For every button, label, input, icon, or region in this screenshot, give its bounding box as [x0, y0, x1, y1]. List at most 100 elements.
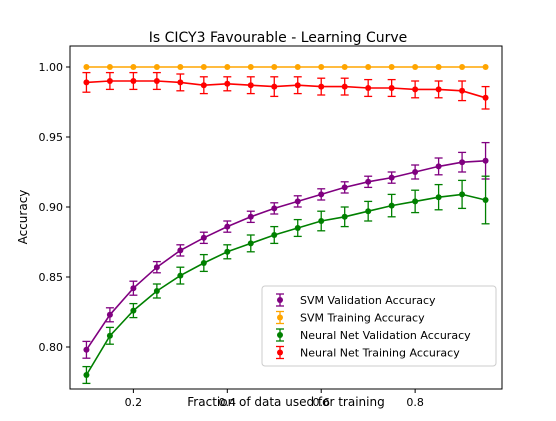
x-tick-label: 0.6 — [312, 396, 330, 409]
data-point — [130, 307, 137, 314]
data-point — [247, 64, 254, 70]
data-point — [412, 169, 419, 175]
data-point — [412, 86, 419, 93]
data-point — [177, 79, 184, 86]
legend-swatch-marker — [277, 332, 283, 338]
x-tick-label: 0.8 — [406, 396, 424, 409]
data-point — [435, 163, 442, 170]
data-point — [459, 64, 466, 70]
data-point — [200, 64, 207, 70]
data-point — [247, 240, 254, 247]
legend: SVM Validation Accuracy SVM Training Accu… — [261, 285, 497, 367]
series-line — [86, 80, 486, 99]
data-point — [435, 64, 442, 70]
data-point — [459, 87, 466, 94]
x-tick-label: 0.2 — [125, 396, 143, 409]
data-point — [106, 64, 113, 70]
data-point — [153, 64, 160, 70]
data-point — [83, 64, 90, 70]
data-point — [365, 64, 372, 70]
data-point — [224, 80, 231, 87]
legend-box — [261, 285, 497, 367]
legend-label: SVM Training Accuracy — [300, 312, 425, 325]
y-tick-label: 0.95 — [39, 131, 64, 144]
data-point — [153, 264, 160, 271]
x-tick-label: 0.4 — [219, 396, 237, 409]
data-point — [341, 64, 348, 70]
plot-frame — [69, 45, 503, 390]
data-point — [435, 86, 442, 93]
data-point — [294, 198, 301, 205]
data-point — [153, 78, 160, 84]
data-point — [106, 332, 113, 339]
data-point — [459, 191, 466, 198]
data-point — [83, 346, 90, 353]
data-point — [177, 64, 184, 70]
data-point — [482, 94, 489, 101]
data-point — [106, 78, 113, 84]
data-point — [412, 198, 419, 205]
data-point — [224, 248, 231, 255]
data-point — [412, 64, 419, 70]
data-point — [83, 79, 90, 86]
legend-swatch-marker — [277, 314, 283, 321]
data-point — [341, 184, 348, 191]
data-point — [365, 208, 372, 215]
data-point — [106, 311, 113, 318]
series-layer — [82, 64, 490, 385]
data-point — [388, 85, 395, 91]
data-point — [271, 83, 278, 90]
data-point — [435, 194, 442, 201]
data-point — [200, 82, 207, 89]
data-point — [318, 64, 325, 70]
data-point — [341, 213, 348, 220]
x-axis-label: Fraction of data used for training — [187, 395, 384, 409]
series-line — [85, 160, 486, 351]
data-point — [224, 64, 231, 70]
data-point — [294, 82, 301, 89]
data-point — [224, 223, 231, 230]
data-point — [130, 78, 137, 84]
data-point — [130, 285, 137, 292]
data-point — [177, 272, 184, 279]
data-point — [177, 247, 184, 254]
y-tick-label: 0.85 — [39, 271, 64, 284]
data-point — [294, 64, 301, 70]
data-point — [83, 372, 90, 378]
series-0 — [82, 141, 490, 359]
data-point — [130, 64, 137, 70]
data-point — [294, 225, 301, 231]
x-axis: 0.2 0.4 0.6 0.8 — [125, 389, 424, 409]
data-point — [388, 64, 395, 70]
series-1 — [83, 64, 489, 70]
y-tick-label: 0.80 — [39, 341, 64, 354]
data-point — [459, 159, 466, 166]
data-point — [271, 64, 278, 70]
series-2 — [82, 175, 490, 385]
data-point — [388, 174, 395, 181]
y-tick-label: 0.90 — [39, 201, 64, 214]
chart-title: Is CICY3 Favourable - Learning Curve — [149, 30, 408, 46]
data-point — [318, 191, 325, 198]
data-point — [247, 213, 254, 220]
data-point — [271, 232, 278, 238]
series-line — [85, 193, 486, 376]
legend-swatch-marker — [277, 349, 283, 356]
data-point — [247, 82, 254, 89]
data-point — [388, 202, 395, 209]
data-point — [200, 260, 207, 266]
legend-swatch-marker — [277, 297, 283, 303]
data-point — [200, 234, 207, 241]
data-point — [365, 85, 372, 91]
data-point — [341, 83, 348, 90]
data-point — [482, 197, 489, 203]
legend-label: Neural Net Training Accuracy — [300, 347, 460, 360]
data-point — [482, 157, 489, 164]
data-point — [318, 218, 325, 224]
series-3 — [82, 71, 490, 110]
y-tick-label: 1.00 — [39, 61, 64, 74]
data-point — [482, 64, 489, 70]
legend-label: SVM Validation Accuracy — [300, 294, 436, 307]
